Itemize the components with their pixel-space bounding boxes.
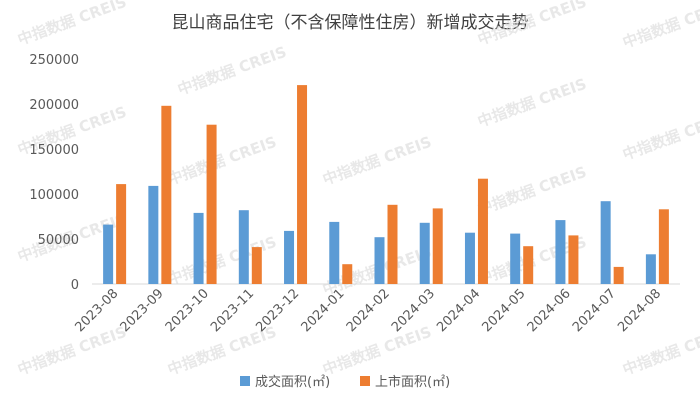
x-tick-label: 2023-12 xyxy=(253,286,302,335)
legend-label: 上市面积(㎡) xyxy=(375,374,450,390)
chart-title: 昆山商品住宅（不含保障性住房）新增成交走势 xyxy=(171,13,529,33)
watermark-text: 中指数据 CREIS xyxy=(15,323,129,379)
y-tick-label: 0 xyxy=(71,278,79,293)
bar-deal-area xyxy=(510,233,521,284)
bar-deal-area xyxy=(600,201,611,284)
x-tick-label: 2023-09 xyxy=(118,286,167,335)
bar-listed-area xyxy=(387,204,398,284)
bar-listed-area xyxy=(342,264,353,284)
bar-listed-area xyxy=(613,266,624,284)
bar-listed-area xyxy=(297,85,308,284)
x-tick-label: 2024-07 xyxy=(570,286,619,335)
bar-deal-area xyxy=(464,232,475,284)
bar-deal-area xyxy=(374,237,385,284)
bar-listed-area xyxy=(206,124,217,284)
bar-listed-area xyxy=(251,247,262,284)
watermark-text: 中指数据 CREIS xyxy=(165,233,279,289)
x-tick-label: 2023-11 xyxy=(208,286,257,335)
bar-deal-area xyxy=(555,220,566,284)
watermark-text: 中指数据 CREIS xyxy=(320,323,434,379)
watermark-text: 中指数据 CREIS xyxy=(620,323,700,379)
x-tick-label: 2024-06 xyxy=(525,286,574,335)
bar-listed-area xyxy=(477,178,488,284)
legend-label: 成交面积(㎡) xyxy=(255,374,330,390)
bar-listed-area xyxy=(432,208,443,284)
watermark-text: 中指数据 CREIS xyxy=(475,0,589,49)
y-tick-label: 250000 xyxy=(29,53,79,68)
x-tick-label: 2023-10 xyxy=(163,286,212,335)
bar-listed-area xyxy=(523,246,534,284)
bar-deal-area xyxy=(238,210,249,284)
y-tick-label: 200000 xyxy=(29,98,79,113)
watermark-text: 中指数据 CREIS xyxy=(475,75,589,131)
legend-swatch xyxy=(360,376,370,386)
bar-deal-area xyxy=(284,230,295,284)
x-tick-label: 2024-04 xyxy=(434,286,483,335)
watermark-text: 中指数据 CREIS xyxy=(15,0,129,49)
x-tick-label: 2024-01 xyxy=(299,286,348,335)
bar-listed-area xyxy=(161,105,172,284)
bar-deal-area xyxy=(148,185,159,284)
bar-deal-area xyxy=(193,212,204,284)
bar-listed-area xyxy=(658,209,669,284)
y-tick-label: 100000 xyxy=(29,188,79,203)
x-tick-label: 2024-05 xyxy=(479,286,528,335)
watermark-text: 中指数据 CREIS xyxy=(320,133,434,189)
y-tick-label: 150000 xyxy=(29,143,79,158)
bar-deal-area xyxy=(103,224,114,284)
watermark-text: 中指数据 CREIS xyxy=(165,133,279,189)
y-tick-label: 50000 xyxy=(38,233,79,248)
legend-swatch xyxy=(240,376,250,386)
bar-listed-area xyxy=(116,184,127,284)
watermark-text: 中指数据 CREIS xyxy=(620,108,700,164)
x-tick-label: 2024-08 xyxy=(615,286,664,335)
bar-listed-area xyxy=(568,235,579,284)
x-tick-label: 2024-02 xyxy=(344,286,393,335)
bar-deal-area xyxy=(419,222,430,284)
bar-deal-area xyxy=(329,221,340,284)
watermark-text: 中指数据 CREIS xyxy=(175,43,289,99)
bar-deal-area xyxy=(645,254,656,284)
watermark-text: 中指数据 CREIS xyxy=(475,163,589,219)
watermark-text: 中指数据 CREIS xyxy=(620,0,700,52)
